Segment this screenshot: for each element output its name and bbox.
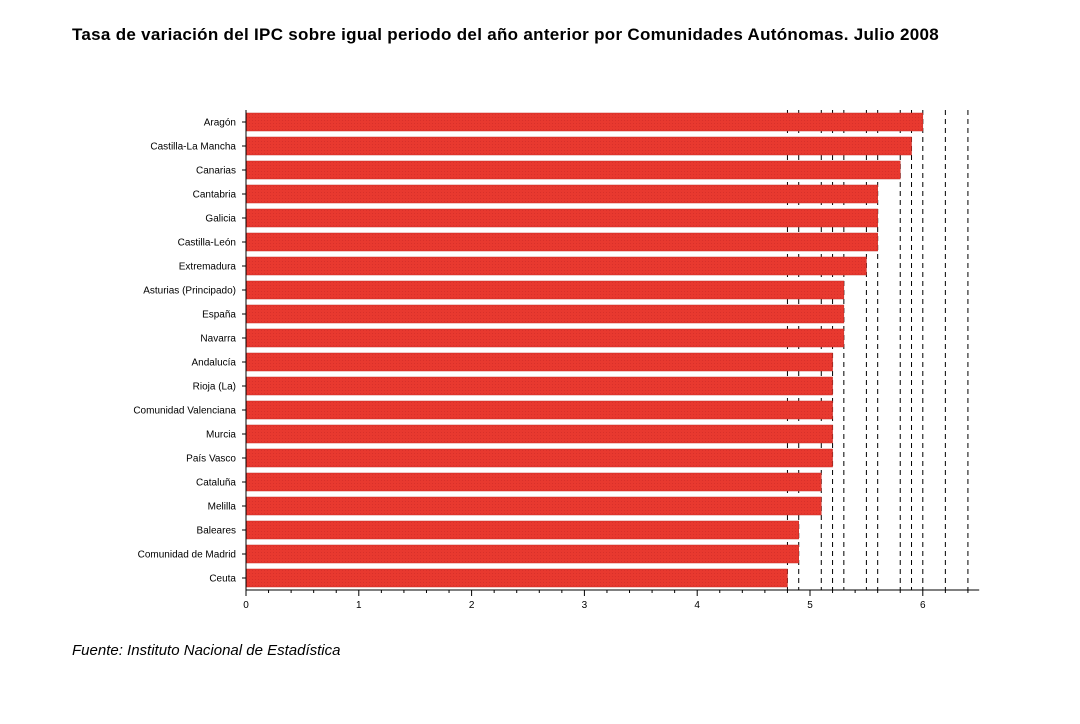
chart-title: Tasa de variación del IPC sobre igual pe… bbox=[72, 25, 939, 44]
category-labels: Aragón Castilla-La Mancha Canarias Cantabri… bbox=[133, 118, 236, 585]
x-tick-label: 6 bbox=[920, 600, 926, 611]
bar bbox=[245, 520, 799, 540]
category-label: Melilla bbox=[208, 502, 237, 513]
x-tick-label: 4 bbox=[694, 600, 700, 611]
category-label: Ceuta bbox=[209, 574, 236, 585]
category-label: Aragón bbox=[204, 118, 236, 129]
bar bbox=[245, 400, 833, 420]
category-label: País Vasco bbox=[186, 454, 236, 465]
bar bbox=[245, 280, 845, 300]
x-tick-label: 2 bbox=[469, 600, 475, 611]
bar bbox=[245, 304, 845, 324]
category-label: Murcia bbox=[206, 430, 236, 441]
category-label: Baleares bbox=[197, 526, 236, 537]
x-tick-label: 1 bbox=[356, 600, 362, 611]
bar bbox=[245, 184, 878, 204]
bar bbox=[245, 112, 924, 132]
bar bbox=[245, 448, 833, 468]
category-label: Extremadura bbox=[179, 262, 237, 273]
x-tick-label: 0 bbox=[243, 600, 249, 611]
bar bbox=[245, 376, 833, 396]
category-label: Castilla-La Mancha bbox=[150, 142, 236, 153]
bar bbox=[245, 472, 822, 492]
bar bbox=[245, 496, 822, 516]
category-label: Comunidad de Madrid bbox=[138, 550, 236, 561]
bar bbox=[245, 424, 833, 444]
bar bbox=[245, 208, 878, 228]
bar bbox=[245, 544, 799, 564]
category-label: Rioja (La) bbox=[193, 382, 236, 393]
x-tick-label: 3 bbox=[582, 600, 588, 611]
gridlines bbox=[786, 110, 969, 590]
category-label: España bbox=[202, 310, 236, 321]
category-label: Asturias (Principado) bbox=[143, 286, 236, 297]
category-label: Canarias bbox=[196, 166, 236, 177]
bars bbox=[245, 112, 924, 588]
category-label: Galicia bbox=[205, 214, 236, 225]
x-tick-label: 5 bbox=[807, 600, 813, 611]
category-label: Andalucía bbox=[192, 358, 237, 369]
category-label: Comunidad Valenciana bbox=[133, 406, 236, 417]
bar bbox=[245, 256, 867, 276]
bar bbox=[245, 232, 878, 252]
x-axis: 0 1 2 3 4 5 6 bbox=[242, 110, 980, 611]
category-label: Cataluña bbox=[196, 478, 236, 489]
source-note: Fuente: Instituto Nacional de Estadístic… bbox=[72, 642, 341, 659]
bar bbox=[245, 568, 788, 588]
category-label: Castilla-León bbox=[178, 238, 236, 249]
bar bbox=[245, 136, 912, 156]
category-label: Navarra bbox=[200, 334, 236, 345]
category-label: Cantabria bbox=[193, 190, 237, 201]
bar bbox=[245, 352, 833, 372]
bar bbox=[245, 160, 901, 180]
bar bbox=[245, 328, 845, 348]
